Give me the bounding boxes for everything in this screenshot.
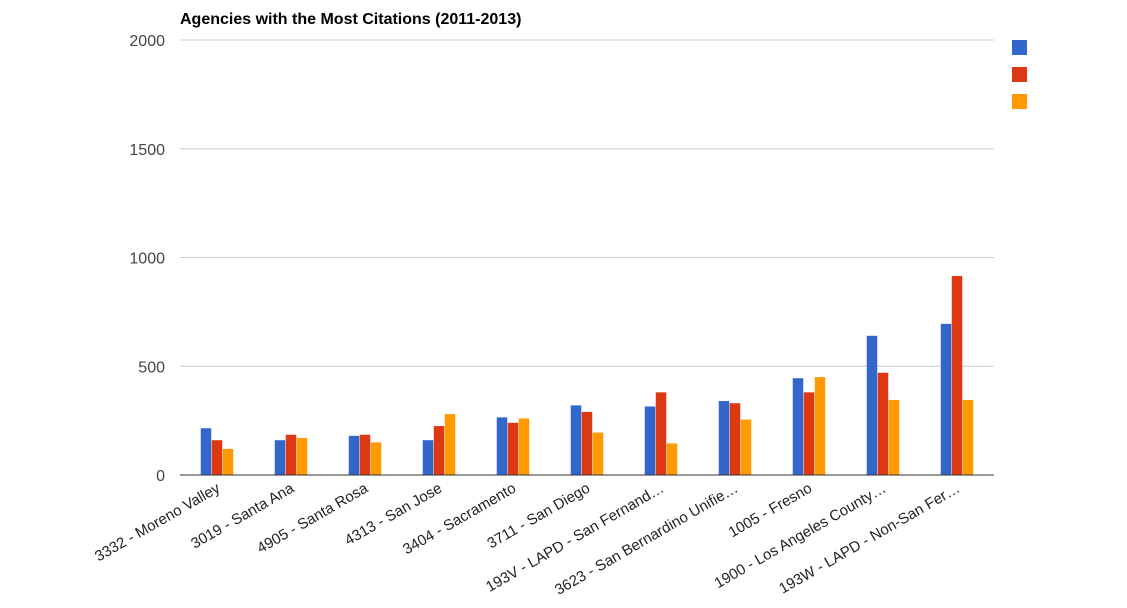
bar bbox=[518, 418, 530, 475]
bar bbox=[666, 443, 678, 475]
y-tick-label: 1000 bbox=[129, 251, 165, 268]
y-tick-label: 1500 bbox=[129, 142, 165, 159]
bar bbox=[200, 428, 212, 475]
bar bbox=[792, 378, 804, 475]
bar bbox=[592, 432, 604, 475]
bar bbox=[507, 422, 519, 475]
bar bbox=[814, 377, 826, 475]
bar bbox=[940, 323, 952, 475]
bar bbox=[962, 399, 974, 475]
legend-swatch bbox=[1012, 94, 1027, 109]
legend-swatch bbox=[1012, 67, 1027, 82]
bar bbox=[370, 442, 382, 475]
bar bbox=[296, 438, 308, 475]
bar bbox=[274, 440, 286, 475]
bar bbox=[951, 275, 963, 475]
bar bbox=[888, 399, 900, 475]
bar bbox=[655, 392, 667, 475]
bar bbox=[570, 405, 582, 475]
gridlines bbox=[180, 39, 994, 367]
bar bbox=[644, 406, 656, 475]
bar bbox=[444, 414, 456, 475]
y-tick-label: 500 bbox=[138, 359, 165, 376]
y-axis-ticks: 0 500 1000 1500 2000 bbox=[129, 33, 165, 485]
bar bbox=[718, 401, 730, 475]
legend-swatch bbox=[1012, 40, 1027, 55]
bars bbox=[200, 275, 974, 475]
bar bbox=[285, 434, 297, 475]
bar bbox=[222, 448, 234, 475]
bar bbox=[866, 335, 878, 475]
bar bbox=[422, 440, 434, 475]
bar bbox=[740, 419, 752, 475]
chart-title: Agencies with the Most Citations (2011-2… bbox=[180, 11, 521, 28]
bar bbox=[877, 372, 889, 475]
y-tick-label: 0 bbox=[156, 468, 165, 485]
bar bbox=[433, 426, 445, 475]
bar bbox=[348, 435, 360, 475]
bar bbox=[729, 403, 741, 475]
bar bbox=[211, 440, 223, 475]
bar bbox=[359, 434, 371, 475]
bar bbox=[496, 417, 508, 475]
bar bbox=[581, 411, 593, 475]
y-tick-label: 2000 bbox=[129, 33, 165, 50]
bar bbox=[803, 392, 815, 475]
legend bbox=[1012, 40, 1027, 109]
x-category-label: 3332 - Moreno Valley bbox=[92, 479, 223, 565]
